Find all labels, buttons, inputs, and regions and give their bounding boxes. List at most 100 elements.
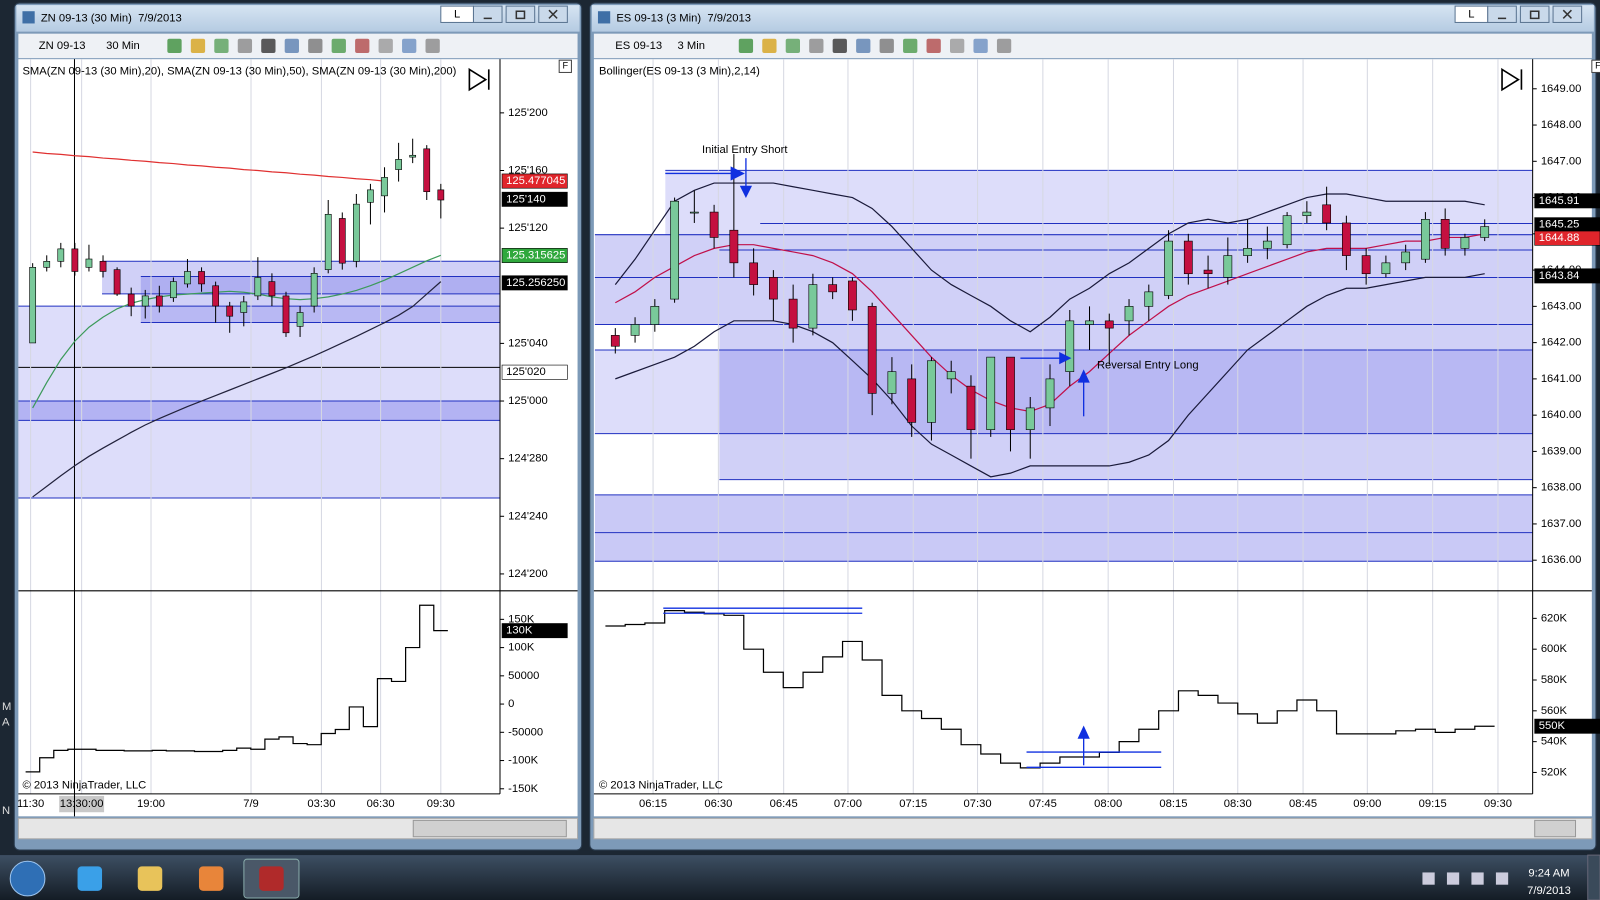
toolbar-icon[interactable] [237, 38, 253, 54]
toolbar-icon[interactable] [425, 38, 440, 54]
toolbar-icon[interactable] [996, 38, 1012, 54]
tray-icon[interactable] [1446, 872, 1460, 885]
panel-button[interactable] [1591, 59, 1600, 73]
minimize-button[interactable] [472, 5, 503, 23]
candle-body [768, 277, 778, 300]
price-marker [1534, 718, 1600, 734]
maximize-button-glyph [1529, 10, 1540, 20]
price-marker-label: 1643.84 [1539, 270, 1580, 282]
time-label: 07:45 [1029, 798, 1057, 810]
indicator-step-line [25, 604, 448, 773]
tray-icon[interactable] [1471, 872, 1484, 885]
candle-body [1480, 226, 1490, 238]
clock-time[interactable]: 9:24 AM [1528, 867, 1569, 879]
instrument-selector[interactable]: ZN 09-13 [39, 40, 86, 52]
y-tick-label: -150K [508, 783, 538, 795]
panel-button-label[interactable]: F [1595, 61, 1600, 71]
candle-body [184, 271, 191, 285]
go-to-end-button[interactable] [468, 67, 490, 92]
annotation: Initial Entry Short [702, 144, 788, 156]
arrow-head [1077, 725, 1090, 739]
scrollbar-thumb[interactable] [412, 819, 567, 838]
candle-body [709, 211, 719, 238]
candle-body [1164, 240, 1173, 296]
toolbar-icon[interactable] [856, 38, 871, 54]
time-label: 08:45 [1289, 798, 1317, 810]
candle-body [1085, 320, 1094, 325]
time-label: 09:00 [1353, 798, 1381, 810]
price-marker-label: 125.256250 [506, 277, 565, 289]
show-desktop[interactable] [1587, 854, 1600, 900]
candle-body [887, 371, 897, 394]
candle-body [670, 200, 679, 300]
tray-icon[interactable] [1495, 872, 1509, 885]
layout-button-label[interactable]: L [454, 8, 460, 20]
interval-selector[interactable]: 3 Min [678, 40, 705, 52]
time-label: 09:30 [427, 798, 455, 810]
scrollbar[interactable] [593, 817, 1593, 840]
start-button[interactable] [9, 860, 46, 897]
candle-body [437, 189, 445, 201]
y-tick-label: 124'280 [508, 453, 548, 465]
panel-button-label[interactable]: F [563, 61, 569, 71]
toolbar-icon[interactable] [973, 38, 988, 54]
toolbar-icon[interactable] [762, 38, 777, 54]
layout-button-label[interactable]: L [1468, 8, 1474, 20]
candle-body [141, 295, 149, 307]
candle-body [1243, 248, 1252, 256]
toolbar-icon[interactable] [331, 38, 346, 54]
y-tick-label: 540K [1541, 736, 1568, 748]
candle-body [240, 301, 248, 313]
toolbar-icon[interactable] [378, 38, 393, 54]
candle-body [85, 258, 93, 268]
interval-selector[interactable]: 30 Min [106, 40, 140, 52]
desktop-edge-text: N [2, 805, 10, 817]
candle-body [650, 306, 660, 325]
toolbar-icon[interactable] [167, 38, 182, 54]
toolbar-icon[interactable] [355, 38, 370, 54]
maximize-button[interactable] [1519, 5, 1550, 23]
go-to-end-button[interactable] [1501, 67, 1523, 92]
price-marker-label: 125'140 [506, 193, 546, 205]
candle-body [1203, 269, 1213, 275]
time-label: 13:30:00 [60, 798, 104, 810]
arrow-head [1059, 352, 1072, 365]
candle-body [170, 281, 177, 299]
toolbar-icon[interactable] [214, 38, 229, 54]
price-marker [1534, 193, 1600, 209]
toolbar-icon[interactable] [879, 38, 894, 54]
minimize-button[interactable] [1487, 5, 1517, 23]
toolbar-icon[interactable] [308, 38, 323, 54]
desktop-edge-text: A [2, 716, 10, 728]
chart-area [18, 59, 578, 817]
toolbar-icon[interactable] [785, 38, 800, 54]
toolbar-icon[interactable] [950, 38, 965, 54]
toolbar-icon[interactable] [738, 38, 754, 54]
clock-date[interactable]: 7/9/2013 [1527, 885, 1571, 897]
candle-body [310, 273, 318, 307]
toolbar-icon[interactable] [903, 38, 918, 54]
candle-body [338, 218, 346, 264]
tray-icon[interactable] [1422, 872, 1435, 885]
taskbar [0, 855, 1600, 900]
scrollbar-thumb[interactable] [1534, 819, 1577, 838]
toolbar-icon[interactable] [261, 38, 276, 54]
toolbar-icon[interactable] [809, 38, 824, 54]
candle-body [1401, 251, 1411, 264]
window-title: ES 09-13 (3 Min) 7/9/2013 [616, 12, 751, 24]
candle-body [29, 267, 37, 344]
maximize-button[interactable] [505, 5, 536, 23]
candle-body [423, 148, 431, 193]
toolbar-icon[interactable] [926, 38, 941, 54]
price-marker [501, 364, 568, 380]
instrument-selector[interactable]: ES 09-13 [615, 40, 662, 52]
toolbar-icon[interactable] [402, 38, 417, 54]
time-label: 08:30 [1224, 798, 1252, 810]
toolbar-icon[interactable] [832, 38, 847, 54]
panel-button[interactable] [558, 59, 572, 73]
candle-body [1124, 306, 1134, 322]
y-tick-label: 1639.00 [1541, 445, 1582, 457]
y-tick-label: 580K [1541, 674, 1568, 686]
toolbar-icon[interactable] [190, 38, 206, 54]
toolbar-icon[interactable] [284, 38, 299, 54]
